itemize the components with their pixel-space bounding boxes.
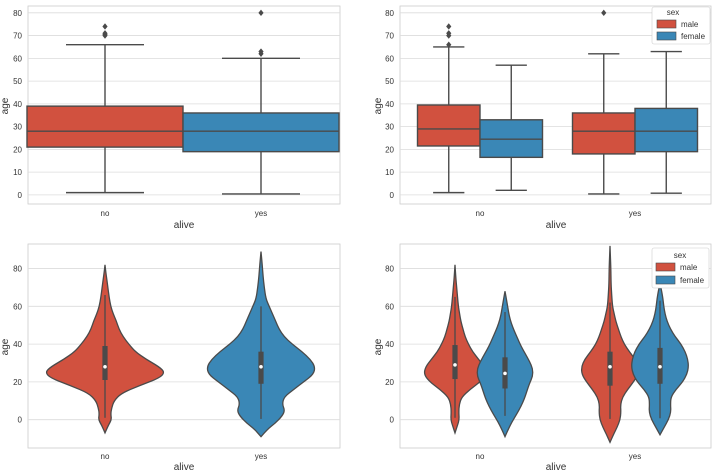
x-tick-label: no [101,209,110,218]
violin-median-dot [658,364,662,369]
x-tick-label: yes [629,452,641,461]
box-all-yes [182,112,340,153]
legend: sex male female [651,247,710,289]
outlier-point [446,30,452,37]
plot-frame [27,5,341,205]
violin-iqr-box [452,345,458,380]
y-tick-label: 30 [385,123,394,132]
y-axis-label: age [0,97,11,114]
legend-swatch-male [656,19,677,29]
box-all-no [26,105,184,148]
x-axis-label: alive [546,462,567,473]
legend-label-female: female [681,32,706,41]
y-tick-label: 70 [13,32,22,41]
legend-swatch-female [655,275,676,285]
x-tick-label: no [476,452,485,461]
x-tick-label: yes [255,209,267,218]
violin-median-dot [503,371,507,376]
legend: sex male female [651,6,711,45]
legend-title: sex [667,8,679,17]
outlier-point [601,9,607,17]
box-marks [416,9,699,195]
outlier-point [258,9,264,17]
y-tick-label: 0 [18,191,23,200]
box-marks [26,9,340,195]
y-tick-label: 0 [390,191,395,200]
outlier-point [446,41,452,48]
y-tick-label: 80 [385,9,394,18]
box-female-yes [634,107,699,153]
violin-iqr-box [102,346,108,380]
y-tick-label: 20 [13,378,22,387]
x-axis-label: alive [174,462,195,473]
outlier-point [446,23,452,30]
y-tick-label: 60 [385,54,394,63]
y-tick-labels: 0 10 20 30 40 50 60 70 80 [13,9,22,200]
y-tick-label: 0 [18,416,23,425]
box-male-no [416,104,481,147]
legend-swatch-male [655,262,676,272]
y-tick-label: 60 [385,302,394,311]
y-axis-label: age [373,97,384,114]
x-tick-label: no [101,452,110,461]
outlier-point [102,23,108,30]
box-male-yes [571,112,636,155]
legend-label-female: female [680,276,705,285]
y-tick-label: 20 [13,145,22,154]
violin-iqr-box [607,351,613,386]
y-tick-label: 80 [13,265,22,274]
legend-swatch-female [656,31,677,41]
x-tick-label: yes [629,209,641,218]
violin-marks [45,251,316,438]
legend-label-male: male [680,263,698,272]
panel-violin-alive-sex: 0 20 40 60 80 no yes alive age sex male fema… [373,243,712,473]
y-tick-label: 50 [385,77,394,86]
x-axis-label: alive [546,220,567,231]
panel-box-alive: 0 10 20 30 40 50 60 70 80 no yes alive age [0,5,341,231]
y-tick-label: 80 [13,9,22,18]
legend-label-male: male [681,20,699,29]
y-tick-label: 20 [385,145,394,154]
outlier-point [258,48,264,55]
violin-median-dot [453,363,457,367]
y-tick-label: 10 [13,168,22,177]
x-axis-label: alive [174,220,195,231]
panel-box-alive-sex: 0 10 20 30 40 50 60 70 80 no yes alive age sex m… [373,5,712,231]
y-tick-label: 40 [385,100,394,109]
y-tick-label: 60 [13,302,22,311]
y-tick-label: 70 [385,32,394,41]
outlier-point [102,30,108,37]
y-tick-labels: 0 10 20 30 40 50 60 70 80 [385,9,394,200]
y-tick-label: 80 [385,265,394,274]
x-tick-label: yes [255,452,267,461]
y-axis-label: age [0,338,11,355]
y-tick-label: 40 [13,340,22,349]
panel-violin-alive: 0 20 40 60 80 no yes alive age [0,243,341,473]
y-tick-labels: 0 20 40 60 80 [385,265,394,425]
legend-title: sex [674,251,686,260]
y-axis-label: age [373,338,384,355]
y-tick-labels: 0 20 40 60 80 [13,265,22,425]
x-tick-label: no [476,209,485,218]
y-tick-label: 20 [385,378,394,387]
violin-median-dot [103,364,107,369]
y-tick-label: 30 [13,123,22,132]
y-tick-label: 0 [390,416,395,425]
y-tick-label: 40 [385,340,394,349]
violin-median-dot [259,364,263,369]
y-tick-label: 60 [13,54,22,63]
y-tick-label: 40 [13,100,22,109]
violin-median-dot [608,364,612,369]
y-tick-label: 10 [385,168,394,177]
y-tick-label: 50 [13,77,22,86]
